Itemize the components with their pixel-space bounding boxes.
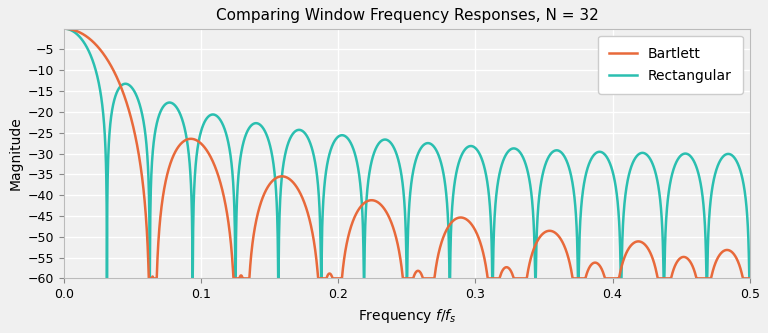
- Bartlett: [702, 276, 711, 280]
- X-axis label: Frequency $f/f_s$: Frequency $f/f_s$: [358, 307, 456, 325]
- Bartlett: [666, 276, 675, 280]
- Rectangular: [617, 276, 626, 280]
- Legend: Bartlett, Rectangular: Bartlett, Rectangular: [598, 36, 743, 94]
- Bartlett: [144, 276, 154, 280]
- Line: Bartlett: Bartlett: [64, 29, 750, 278]
- Title: Comparing Window Frequency Responses, N = 32: Comparing Window Frequency Responses, N …: [216, 8, 598, 23]
- Rectangular: [727, 153, 737, 157]
- Rectangular: [59, 27, 68, 31]
- Rectangular: [745, 276, 754, 280]
- Bartlett: [59, 27, 68, 31]
- Bartlett: [114, 78, 123, 82]
- Y-axis label: Magnitude: Magnitude: [8, 117, 22, 190]
- Rectangular: [102, 276, 111, 280]
- Bartlett: [617, 266, 626, 270]
- Rectangular: [517, 152, 526, 156]
- Bartlett: [517, 276, 526, 280]
- Rectangular: [114, 87, 123, 91]
- Bartlett: [745, 276, 754, 280]
- Line: Rectangular: Rectangular: [64, 29, 750, 278]
- Bartlett: [727, 250, 737, 254]
- Rectangular: [666, 178, 675, 182]
- Rectangular: [702, 271, 711, 275]
